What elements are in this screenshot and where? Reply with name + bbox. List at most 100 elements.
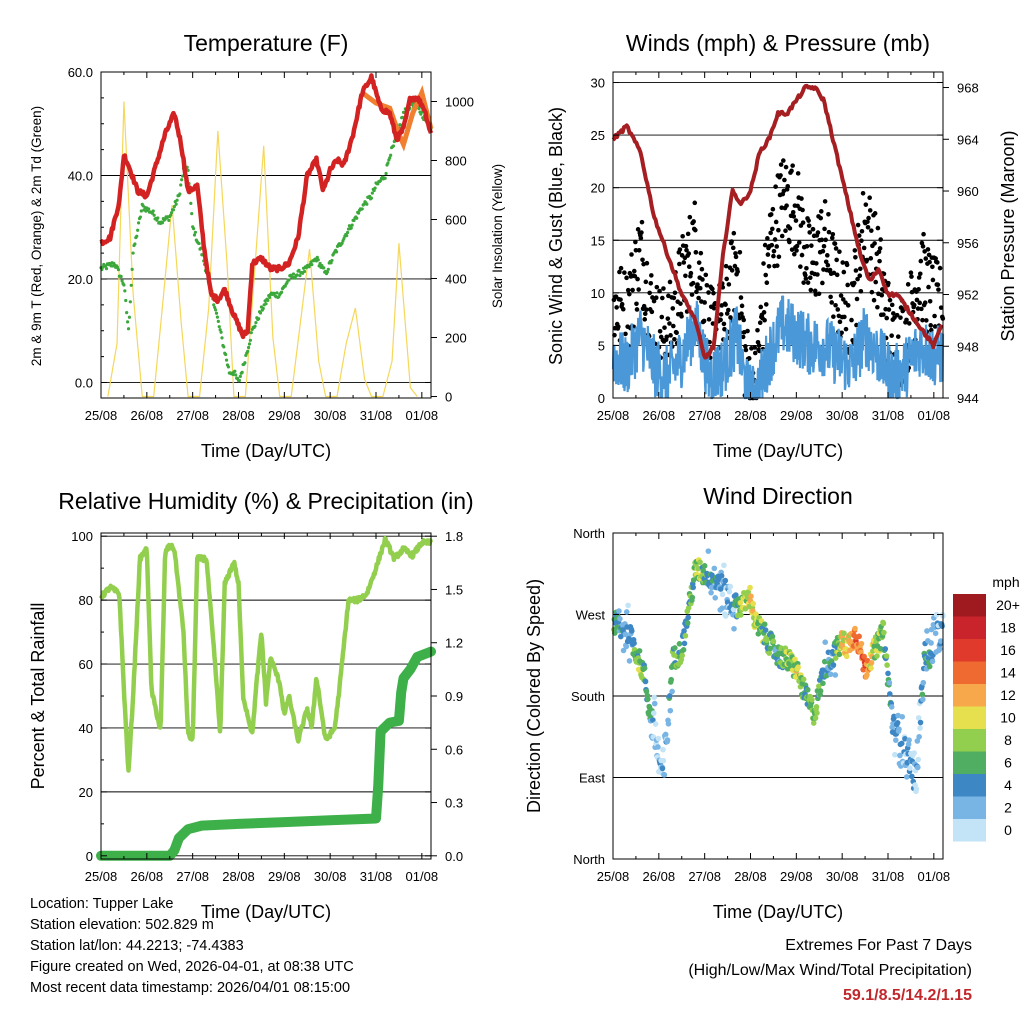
direction-point — [678, 656, 685, 663]
gust-point — [773, 184, 778, 189]
gust-point — [844, 262, 850, 268]
gust-point — [898, 315, 903, 320]
gust-point — [914, 297, 920, 303]
direction-point — [892, 751, 898, 758]
gust-point — [853, 268, 859, 273]
y2-tick-label: 200 — [445, 331, 467, 346]
gust-point — [631, 268, 637, 274]
gust-point — [633, 239, 638, 245]
dewpoint-point — [169, 213, 173, 217]
gust-point — [774, 244, 780, 249]
direction-point — [932, 630, 939, 637]
gust-point — [638, 235, 644, 241]
direction-point — [628, 628, 635, 634]
gust-point — [695, 282, 700, 287]
humidity-panel: Relative Humidity (%) & Precipitation (i… — [28, 488, 474, 922]
gust-point — [827, 267, 833, 273]
gust-point — [659, 314, 665, 320]
gust-point — [718, 317, 723, 323]
extremes-box: Extremes For Past 7 Days (High/Low/Max W… — [688, 933, 972, 1008]
direction-point — [669, 688, 675, 695]
colorbar-swatch — [953, 661, 986, 684]
colorbar-swatch — [953, 774, 986, 797]
direction-point — [651, 700, 658, 707]
gust-point — [937, 265, 943, 271]
gust-point — [654, 284, 660, 290]
gust-point — [932, 313, 937, 319]
y2-tick-label: 400 — [445, 272, 467, 287]
direction-point — [864, 657, 871, 664]
direction-point — [737, 600, 744, 606]
direction-point — [914, 738, 921, 744]
y-tick-label: 5 — [598, 338, 605, 353]
colorbar-swatch — [953, 684, 986, 707]
direction-point — [820, 680, 826, 687]
gust-point — [743, 347, 749, 353]
gust-point — [677, 261, 682, 267]
x-tick-label: 25/08 — [597, 408, 630, 423]
gust-point — [782, 177, 787, 183]
gust-point — [861, 245, 867, 251]
x-tick-label: 31/08 — [360, 869, 393, 884]
temperature-y2label: Solar Insolation (Yellow) — [490, 164, 505, 308]
gust-point — [829, 300, 835, 305]
gust-point — [837, 319, 843, 325]
gust-point — [873, 279, 879, 285]
gust-point — [644, 307, 649, 312]
gust-point — [924, 318, 929, 323]
x-tick-label: 27/08 — [688, 408, 721, 423]
dewpoint-point — [384, 171, 388, 176]
x-tick-label: 01/08 — [406, 869, 439, 884]
gust-point — [908, 270, 914, 276]
y-tick-label: 40 — [79, 721, 93, 736]
gust-point — [810, 226, 816, 232]
gust-point — [807, 275, 813, 281]
direction-point — [843, 653, 850, 660]
gust-point — [935, 282, 941, 288]
gust-point — [895, 334, 901, 339]
gust-point — [820, 248, 826, 254]
dewpoint-point — [123, 289, 127, 293]
gust-point — [815, 272, 820, 277]
direction-point — [766, 650, 773, 656]
direction-point — [655, 744, 661, 750]
gust-point — [801, 280, 806, 285]
gust-point — [853, 254, 858, 260]
dewpoint-point — [214, 311, 219, 315]
x-tick-label: 25/08 — [597, 869, 630, 884]
gust-point — [819, 237, 825, 243]
gust-point — [640, 257, 645, 263]
gust-point — [828, 294, 833, 300]
y2-tick-label: 968 — [957, 81, 979, 96]
colorbar-label: 0 — [1004, 822, 1012, 838]
direction-point — [745, 589, 752, 595]
y-tick-label: 60 — [79, 657, 93, 672]
dewpoint-point — [349, 226, 353, 230]
gust-point — [875, 225, 881, 231]
dewpoint-point — [224, 352, 228, 357]
direction-point — [916, 733, 922, 740]
dewpoint-point — [175, 198, 179, 202]
dewpoint-point — [272, 291, 276, 295]
solar-line — [107, 101, 418, 398]
direction-point — [726, 588, 733, 595]
y2-tick-label: 600 — [445, 213, 467, 228]
gust-point — [741, 317, 747, 323]
gust-point — [625, 287, 631, 293]
direction-point — [711, 565, 718, 572]
dewpoint-point — [220, 336, 224, 340]
gust-point — [680, 233, 685, 239]
gust-point — [711, 290, 716, 296]
gust-point — [830, 232, 836, 237]
temperature-ylabel: 2m & 9m T (Red, Orange) & 2m Td (Green) — [29, 106, 44, 366]
direction-point — [914, 764, 921, 771]
gust-point — [632, 273, 638, 279]
direction-point — [665, 720, 672, 727]
dewpoint-point — [213, 308, 218, 312]
direction-point — [623, 609, 630, 615]
gust-point — [623, 331, 628, 337]
gust-point — [681, 260, 687, 265]
gust-point — [783, 228, 788, 234]
direction-point — [682, 632, 689, 639]
gust-point — [636, 287, 641, 292]
